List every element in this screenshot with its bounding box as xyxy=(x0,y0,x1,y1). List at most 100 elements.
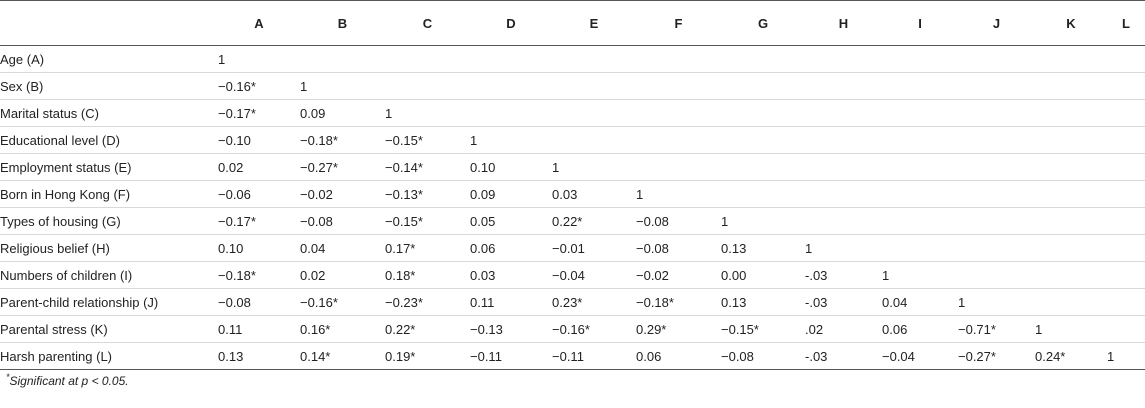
table-cell xyxy=(1107,126,1145,154)
table-cell xyxy=(1035,180,1107,208)
table-cell: −0.08 xyxy=(636,207,721,235)
table-cell: −0.08 xyxy=(721,342,805,370)
table-cell: 0.14* xyxy=(300,342,385,370)
table-cell: 0.06 xyxy=(636,342,721,370)
table-cell xyxy=(1035,288,1107,316)
table-cell: -.03 xyxy=(805,288,882,316)
table-cell xyxy=(958,45,1035,73)
table-cell: 0.00 xyxy=(721,261,805,289)
table-cell xyxy=(552,126,636,154)
table-cell: −0.17* xyxy=(218,207,300,235)
table-cell xyxy=(1035,234,1107,262)
row-label: Educational level (D) xyxy=(0,126,218,154)
table-cell: −0.10 xyxy=(218,126,300,154)
table-cell: −0.16* xyxy=(300,288,385,316)
table-cell xyxy=(1035,261,1107,289)
table-cell: 0.13 xyxy=(721,234,805,262)
table-cell: −0.18* xyxy=(300,126,385,154)
column-header: A xyxy=(218,0,300,46)
table-cell: 0.10 xyxy=(470,153,552,181)
table-cell xyxy=(1107,234,1145,262)
table-cell: 0.16* xyxy=(300,315,385,343)
table-cell: −0.16* xyxy=(552,315,636,343)
table-cell xyxy=(1035,207,1107,235)
table-cell: −0.04 xyxy=(552,261,636,289)
table-cell xyxy=(882,180,958,208)
footnote-marker: * xyxy=(6,372,10,382)
table-cell: −0.23* xyxy=(385,288,470,316)
table-cell: -.03 xyxy=(805,261,882,289)
table-cell xyxy=(882,234,958,262)
column-header: I xyxy=(882,0,958,46)
table-cell: −0.15* xyxy=(721,315,805,343)
table-cell xyxy=(1107,99,1145,127)
table-cell xyxy=(552,99,636,127)
table-cell xyxy=(805,153,882,181)
table-cell: −0.02 xyxy=(300,180,385,208)
table-cell xyxy=(636,126,721,154)
table-cell: −0.08 xyxy=(636,234,721,262)
table-cell xyxy=(805,180,882,208)
row-label: Harsh parenting (L) xyxy=(0,342,218,370)
table-body: Age (A) 1 Sex (B) −0.16* 1 Marital status (C)… xyxy=(0,45,1145,370)
column-header: E xyxy=(552,0,636,46)
table-cell xyxy=(958,72,1035,100)
table-cell: 0.02 xyxy=(300,261,385,289)
table-cell: 1 xyxy=(385,99,470,127)
table-row: Types of housing (G) −0.17* −0.08 −0.15* 0.0… xyxy=(0,207,1145,235)
table-cell xyxy=(1035,45,1107,73)
table-cell xyxy=(958,180,1035,208)
table-cell: 1 xyxy=(958,288,1035,316)
table-cell: 0.19* xyxy=(385,342,470,370)
table-cell xyxy=(882,72,958,100)
table-cell: 1 xyxy=(805,234,882,262)
table-cell xyxy=(958,126,1035,154)
table-cell: −0.01 xyxy=(552,234,636,262)
table-cell xyxy=(1035,126,1107,154)
table-row: Parent-child relationship (J) −0.08 −0.16*… xyxy=(0,288,1145,316)
table-cell: −0.15* xyxy=(385,126,470,154)
table-cell xyxy=(1107,315,1145,343)
table-row: Born in Hong Kong (F) −0.06 −0.02 −0.13* 0.0… xyxy=(0,180,1145,208)
table-cell: −0.04 xyxy=(882,342,958,370)
table-cell xyxy=(385,45,470,73)
table-cell: −0.13* xyxy=(385,180,470,208)
table-cell xyxy=(882,153,958,181)
table-cell: 0.10 xyxy=(218,234,300,262)
table-cell: −0.27* xyxy=(958,342,1035,370)
table-cell: 1 xyxy=(218,45,300,73)
table-row: Age (A) 1 xyxy=(0,45,1145,73)
column-header: J xyxy=(958,0,1035,46)
table-cell: −0.08 xyxy=(300,207,385,235)
table-cell xyxy=(805,99,882,127)
correlation-table: A B C D E F G H I J K L Age (A) 1 Sex (B) −… xyxy=(0,0,1145,370)
table-cell: −0.11 xyxy=(552,342,636,370)
table-cell xyxy=(805,126,882,154)
table-cell xyxy=(1035,72,1107,100)
table-cell: 1 xyxy=(636,180,721,208)
table-cell: −0.71* xyxy=(958,315,1035,343)
table-cell: 1 xyxy=(552,153,636,181)
table-cell: −0.14* xyxy=(385,153,470,181)
row-label: Religious belief (H) xyxy=(0,234,218,262)
table-row: Educational level (D) −0.10 −0.18* −0.15* 1 xyxy=(0,126,1145,154)
table-cell xyxy=(1035,99,1107,127)
table-cell xyxy=(385,72,470,100)
table-cell: 0.09 xyxy=(470,180,552,208)
table-cell: −0.18* xyxy=(218,261,300,289)
table-cell xyxy=(552,72,636,100)
table-cell xyxy=(721,180,805,208)
table-cell: −0.13 xyxy=(470,315,552,343)
row-label: Marital status (C) xyxy=(0,99,218,127)
table-cell xyxy=(721,126,805,154)
table-cell: −0.16* xyxy=(218,72,300,100)
header-row: A B C D E F G H I J K L xyxy=(0,0,1145,46)
table-cell xyxy=(1107,207,1145,235)
row-label: Age (A) xyxy=(0,45,218,73)
column-header: G xyxy=(721,0,805,46)
table-cell xyxy=(805,207,882,235)
table-cell xyxy=(958,207,1035,235)
table-cell xyxy=(1035,153,1107,181)
table-cell: −0.02 xyxy=(636,261,721,289)
